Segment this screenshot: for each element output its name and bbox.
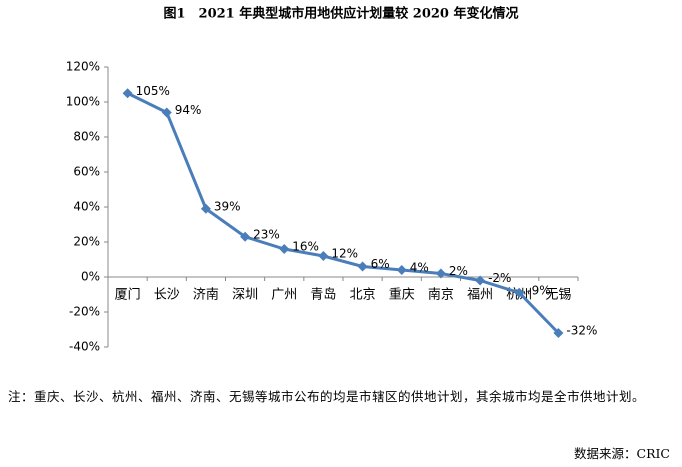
marker (553, 328, 564, 338)
marker (318, 251, 329, 261)
line (126, 91, 560, 335)
data-label: 6% (371, 257, 390, 271)
y-tick-label: 120% (66, 60, 100, 74)
data-label: 4% (410, 261, 429, 275)
x-tick-label: 青岛 (310, 287, 336, 303)
data-label: -32% (566, 324, 597, 338)
data-label: 2% (449, 264, 468, 278)
x-tick-label: 深圳 (232, 288, 258, 303)
x-tick-label: 北京 (350, 288, 376, 303)
y-tick-label: 20% (73, 235, 100, 249)
x-tick-label: 长沙 (154, 288, 180, 303)
y-tick-label: 80% (73, 130, 100, 144)
data-label: 105% (136, 84, 170, 98)
x-tick-label: 南京 (428, 287, 454, 303)
x-tick-label: 济南 (193, 287, 219, 303)
marker (396, 265, 407, 275)
y-tick-label: 60% (73, 165, 100, 179)
marker (200, 203, 211, 214)
marker (240, 231, 251, 242)
source: 数据来源：CRIC (574, 446, 670, 461)
marker (161, 107, 172, 118)
y-tick-label: 0% (81, 270, 100, 284)
data-label: 16% (292, 240, 319, 254)
x-tick-label: 重庆 (389, 287, 415, 303)
data-label: -9% (527, 283, 550, 297)
chart-title: 图1 2021 年典型城市用地供应计划量较 2020 年变化情况 (164, 6, 519, 22)
data-label: -2% (488, 271, 511, 285)
note: 注：重庆、长沙、杭州、福州、济南、无锡等城市公布的均是市辖区的供地计划，其余城市… (8, 389, 646, 404)
y-tick-label: 40% (73, 200, 100, 214)
x-tick-label: 广州 (271, 288, 297, 303)
marker (475, 275, 486, 286)
marker (435, 268, 446, 279)
y-tick-label: 100% (66, 95, 100, 109)
data-label: 94% (175, 103, 202, 117)
marker (514, 287, 525, 298)
data-label: 23% (253, 227, 280, 241)
data-label: 12% (331, 247, 358, 261)
data-label: 39% (214, 199, 241, 213)
y-tick-label: -20% (69, 305, 100, 319)
marker (122, 88, 133, 99)
x-tick-label: 无锡 (545, 288, 571, 303)
marker (279, 244, 290, 254)
x-tick-label: 福州 (467, 288, 493, 303)
x-tick-label: 厦门 (115, 288, 141, 303)
marker (357, 261, 368, 272)
y-tick-label: -40% (69, 340, 100, 354)
